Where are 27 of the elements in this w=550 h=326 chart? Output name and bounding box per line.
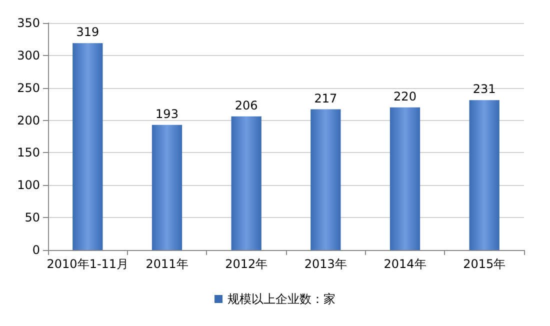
bar [72, 43, 103, 250]
x-tick-label: 2012年 [225, 257, 268, 271]
legend-label: 规模以上企业数：家 [228, 292, 336, 306]
data-label: 217 [314, 91, 338, 106]
y-tick-label: 150 [17, 146, 40, 160]
y-tick-label: 300 [17, 48, 40, 62]
x-tick-label: 2010年1-11月 [46, 257, 129, 271]
bar [231, 116, 262, 250]
bar [152, 124, 182, 250]
data-label: 193 [156, 106, 178, 121]
y-tick-label: 250 [17, 80, 40, 95]
y-tick-label: 100 [17, 178, 40, 192]
y-tick-label: 350 [17, 16, 40, 30]
data-label: 319 [76, 25, 100, 40]
bar [469, 100, 500, 250]
y-tick-label: 200 [17, 113, 40, 128]
x-tick-label: 2015年 [463, 257, 506, 271]
data-label: 220 [394, 89, 416, 104]
data-label: 206 [234, 98, 258, 112]
y-tick-label: 0 [32, 243, 40, 257]
data-label: 231 [472, 82, 496, 96]
x-tick-label: 2014年 [384, 257, 426, 271]
bar [310, 109, 341, 250]
y-tick-label: 50 [24, 210, 40, 225]
bar [390, 107, 420, 250]
x-tick-label: 2011年 [146, 257, 188, 271]
x-tick-label: 2013年 [304, 257, 347, 271]
